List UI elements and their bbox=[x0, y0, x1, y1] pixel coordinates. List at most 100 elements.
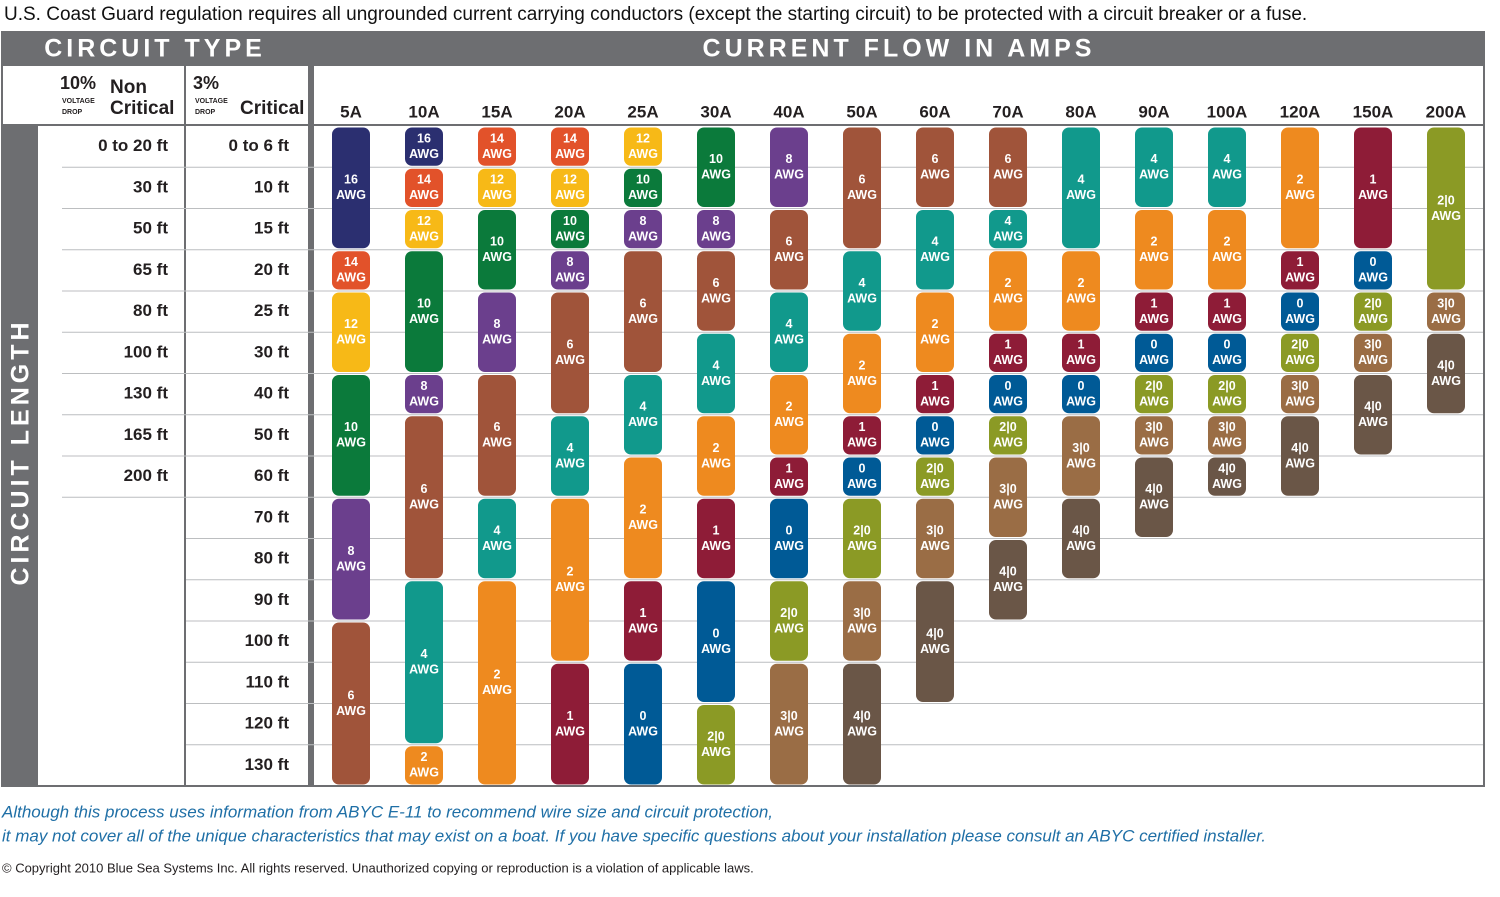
wire-segment bbox=[405, 210, 443, 249]
unit: AWG bbox=[482, 188, 512, 202]
unit: AWG bbox=[1285, 188, 1315, 202]
wire-segment bbox=[1208, 127, 1246, 207]
unit: AWG bbox=[920, 539, 950, 553]
gauge: 3|0 bbox=[999, 482, 1016, 496]
drop: DROP bbox=[195, 109, 216, 116]
unit: AWG bbox=[336, 188, 366, 202]
amps: 200A bbox=[1426, 102, 1467, 121]
unit: AWG bbox=[1066, 394, 1096, 408]
wire-segment bbox=[1354, 251, 1392, 290]
unit: AWG bbox=[1066, 539, 1096, 553]
length: 15 ft bbox=[254, 219, 289, 238]
wire-segment bbox=[1281, 416, 1319, 496]
wire-segment bbox=[770, 663, 808, 785]
wire-segment bbox=[551, 168, 589, 207]
wire-segment bbox=[332, 251, 370, 290]
note: it may not cover all of the unique chara… bbox=[2, 826, 1266, 845]
unit: AWG bbox=[920, 250, 950, 264]
wire-segment bbox=[1135, 416, 1173, 455]
unit: AWG bbox=[409, 229, 439, 243]
unit: AWG bbox=[1139, 168, 1169, 182]
gauge: 0 bbox=[1224, 338, 1231, 352]
gauge: 0 bbox=[859, 461, 866, 475]
gauge: 0 bbox=[786, 523, 793, 537]
unit: AWG bbox=[409, 663, 439, 677]
unit: AWG bbox=[701, 642, 731, 656]
unit: AWG bbox=[409, 394, 439, 408]
gauge: 1 bbox=[713, 523, 720, 537]
length: 100 ft bbox=[245, 631, 290, 650]
unit: AWG bbox=[701, 291, 731, 305]
unit: AWG bbox=[1358, 353, 1388, 367]
circuit-length: CIRCUIT LENGTH bbox=[7, 318, 35, 585]
wire-segment bbox=[624, 663, 662, 785]
wire-segment bbox=[1427, 333, 1465, 414]
length: 120 ft bbox=[245, 714, 290, 733]
unit: AWG bbox=[409, 188, 439, 202]
gauge: 14 bbox=[563, 131, 577, 145]
wire-segment bbox=[843, 251, 881, 331]
gauge: 4 bbox=[786, 317, 793, 331]
unit: AWG bbox=[774, 415, 804, 429]
wire-segment bbox=[1427, 127, 1465, 290]
unit: AWG bbox=[774, 250, 804, 264]
amps: 5A bbox=[340, 102, 362, 121]
wire-segment bbox=[1208, 333, 1246, 372]
frame bbox=[1, 31, 1485, 787]
wire-segment bbox=[1135, 457, 1173, 537]
wire-segment bbox=[770, 457, 808, 496]
wire-segment bbox=[405, 168, 443, 207]
unit: AWG bbox=[1285, 456, 1315, 470]
gauge: 6 bbox=[640, 296, 647, 310]
gauge: 4|0 bbox=[853, 709, 870, 723]
wire-segment bbox=[1135, 375, 1173, 414]
wire-segment bbox=[551, 251, 589, 290]
wire-segment bbox=[478, 375, 516, 496]
percent: 10% bbox=[60, 73, 96, 93]
gauge: 2 bbox=[1078, 276, 1085, 290]
gauge: 2|0 bbox=[1364, 296, 1381, 310]
gauge: 2|0 bbox=[926, 461, 943, 475]
wire-segment bbox=[1208, 292, 1246, 331]
unit: AWG bbox=[920, 168, 950, 182]
wire-segment bbox=[551, 663, 589, 785]
gauge: 1 bbox=[567, 709, 574, 723]
wire-segment bbox=[843, 416, 881, 455]
unit: AWG bbox=[920, 477, 950, 491]
unit: AWG bbox=[1212, 394, 1242, 408]
header-band bbox=[2, 32, 1484, 66]
gauge: 12 bbox=[563, 173, 577, 187]
wire-segment bbox=[624, 251, 662, 372]
amps: 15A bbox=[481, 102, 512, 121]
gauge: 8 bbox=[786, 152, 793, 166]
unit: AWG bbox=[628, 229, 658, 243]
unit: AWG bbox=[555, 353, 585, 367]
unit: AWG bbox=[482, 147, 512, 161]
notice: U.S. Coast Guard regulation requires all… bbox=[4, 4, 1307, 25]
wire-segment bbox=[989, 375, 1027, 414]
wire-segment bbox=[1208, 210, 1246, 290]
wire-segment bbox=[1062, 127, 1100, 249]
gauge: 8 bbox=[494, 317, 501, 331]
length: 50 ft bbox=[254, 425, 289, 444]
gauge: 4 bbox=[713, 358, 720, 372]
type-label: Critical bbox=[110, 98, 174, 119]
drop: VOLTAGE bbox=[62, 98, 95, 105]
unit: AWG bbox=[628, 415, 658, 429]
gauge: 8 bbox=[421, 379, 428, 393]
unit: AWG bbox=[1066, 291, 1096, 305]
wire-segment bbox=[1062, 333, 1100, 372]
wire-segment bbox=[1281, 375, 1319, 414]
unit: AWG bbox=[993, 168, 1023, 182]
gauge: 6 bbox=[713, 276, 720, 290]
gauge: 2 bbox=[421, 750, 428, 764]
unit: AWG bbox=[1139, 394, 1169, 408]
unit: AWG bbox=[1358, 188, 1388, 202]
wire-segment bbox=[1062, 375, 1100, 414]
gauge: 8 bbox=[567, 255, 574, 269]
amps: 10A bbox=[408, 102, 439, 121]
gauge: 0 bbox=[640, 709, 647, 723]
wire-segment bbox=[551, 292, 589, 414]
unit: AWG bbox=[847, 291, 877, 305]
